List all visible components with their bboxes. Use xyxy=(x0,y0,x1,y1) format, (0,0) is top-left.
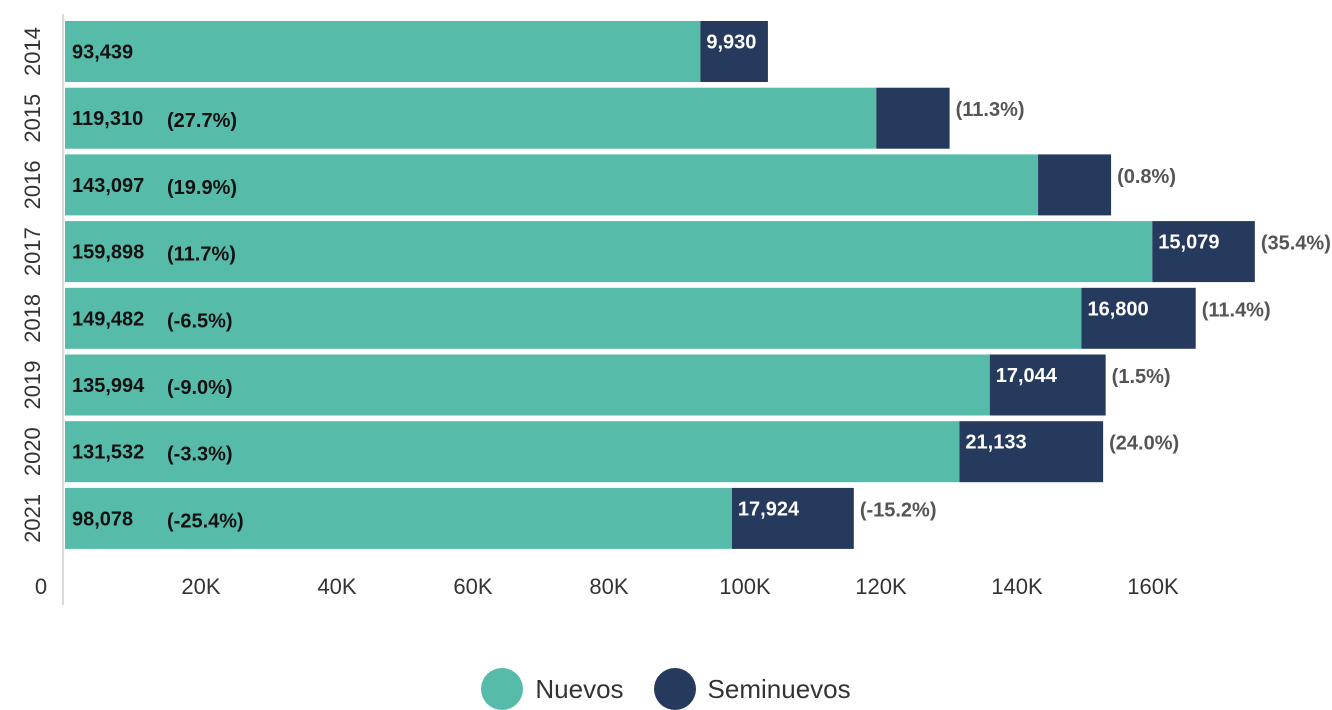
stacked-bar-chart: 93,439 9,930 119,310 (27.7%) (11.3%) 143,097 (… xyxy=(20,14,1331,605)
label-seminuevos-growth-2021: (-15.2%) xyxy=(860,499,937,521)
x-tick-label-40K: 40K xyxy=(317,574,356,599)
bar-seminuevos-2016[interactable] xyxy=(1038,154,1112,216)
x-tick-label-120K: 120K xyxy=(855,574,907,599)
y-tick-label-2017: 2017 xyxy=(20,227,45,276)
legend: Nuevos Seminuevos xyxy=(0,668,1332,710)
label-seminuevos-growth-2016: (0.8%) xyxy=(1117,166,1176,188)
bar-seminuevos-2020[interactable] xyxy=(959,421,1104,483)
x-axis: 0 20K 40K 60K 80K 100K 120K 140K 160K xyxy=(35,574,1179,599)
legend-label-seminuevos: Seminuevos xyxy=(707,673,851,704)
label-seminuevos-value-2017: 15,079 xyxy=(1158,232,1219,254)
bar-nuevos-2020[interactable] xyxy=(65,421,960,483)
y-tick-label-2015: 2015 xyxy=(20,94,45,143)
label-seminuevos-value-2019: 17,044 xyxy=(996,365,1058,387)
label-seminuevos-growth-2018: (11.4%) xyxy=(1202,299,1271,321)
bar-nuevos-2016[interactable] xyxy=(65,154,1039,216)
legend-swatch-nuevos xyxy=(481,668,524,710)
bar-seminuevos-2019[interactable] xyxy=(989,354,1106,416)
bar-seminuevos-2015[interactable] xyxy=(876,87,950,149)
label-nuevos-growth-2015: (27.7%) xyxy=(167,110,237,132)
label-nuevos-value-2019: 135,994 xyxy=(72,375,145,397)
y-tick-label-2018: 2018 xyxy=(20,294,45,343)
bar-nuevos-2019[interactable] xyxy=(65,354,990,416)
legend-item-nuevos[interactable]: Nuevos xyxy=(481,668,624,710)
x-tick-label-20K: 20K xyxy=(181,574,220,599)
x-tick-label-160K: 160K xyxy=(1127,574,1179,599)
label-nuevos-growth-2016: (19.9%) xyxy=(167,177,237,199)
x-tick-label-0: 0 xyxy=(35,574,47,599)
legend-item-seminuevos[interactable]: Seminuevos xyxy=(653,668,851,710)
label-nuevos-value-2020: 131,532 xyxy=(72,442,144,464)
label-seminuevos-value-2014: 9,930 xyxy=(706,32,756,54)
label-seminuevos-growth-2019: (1.5%) xyxy=(1112,366,1171,388)
y-axis: 2014 2015 2016 2017 2018 2019 2020 2021 xyxy=(20,14,64,605)
label-nuevos-value-2016: 143,097 xyxy=(72,175,144,197)
bar-nuevos-2017[interactable] xyxy=(65,221,1153,283)
bar-nuevos-2021[interactable] xyxy=(65,487,732,549)
y-tick-label-2021: 2021 xyxy=(20,494,45,543)
x-tick-label-60K: 60K xyxy=(453,574,492,599)
label-nuevos-growth-2017: (11.7%) xyxy=(167,244,236,266)
label-seminuevos-growth-2020: (24.0%) xyxy=(1109,433,1179,455)
y-tick-label-2019: 2019 xyxy=(20,361,45,410)
legend-swatch-seminuevos xyxy=(653,668,696,710)
label-seminuevos-growth-2015: (11.3%) xyxy=(956,99,1025,121)
bar-nuevos-2015[interactable] xyxy=(65,87,877,149)
y-tick-label-2020: 2020 xyxy=(20,427,45,476)
bar-nuevos-2014[interactable] xyxy=(65,21,701,82)
x-tick-label-140K: 140K xyxy=(991,574,1043,599)
label-seminuevos-growth-2017: (35.4%) xyxy=(1261,233,1331,255)
bar-seminuevos-2017[interactable] xyxy=(1152,221,1255,283)
x-tick-label-100K: 100K xyxy=(719,574,771,599)
bar-seminuevos-2014[interactable] xyxy=(700,21,768,82)
x-tick-label-80K: 80K xyxy=(589,574,628,599)
legend-label-nuevos: Nuevos xyxy=(535,673,624,704)
bar-seminuevos-2018[interactable] xyxy=(1081,287,1196,349)
label-seminuevos-value-2020: 21,133 xyxy=(965,432,1026,454)
label-nuevos-growth-2021: (-25.4%) xyxy=(167,510,244,532)
label-nuevos-value-2017: 159,898 xyxy=(72,242,144,264)
y-tick-label-2016: 2016 xyxy=(20,160,45,209)
label-seminuevos-value-2018: 16,800 xyxy=(1087,298,1148,320)
bar-seminuevos-2021[interactable] xyxy=(731,487,854,549)
label-nuevos-growth-2020: (-3.3%) xyxy=(167,444,233,466)
label-nuevos-growth-2018: (-6.5%) xyxy=(167,310,233,332)
bar-nuevos-2018[interactable] xyxy=(65,287,1082,349)
labels-group: 93,439 9,930 119,310 (27.7%) (11.3%) 143,097 (… xyxy=(72,32,1331,533)
bars-group xyxy=(65,21,1255,549)
label-seminuevos-value-2021: 17,924 xyxy=(738,498,800,520)
label-nuevos-growth-2019: (-9.0%) xyxy=(167,377,233,399)
label-nuevos-value-2014: 93,439 xyxy=(72,42,133,64)
label-nuevos-value-2018: 149,482 xyxy=(72,308,144,330)
label-nuevos-value-2021: 98,078 xyxy=(72,508,133,530)
y-tick-label-2014: 2014 xyxy=(20,27,45,76)
label-nuevos-value-2015: 119,310 xyxy=(72,108,143,130)
